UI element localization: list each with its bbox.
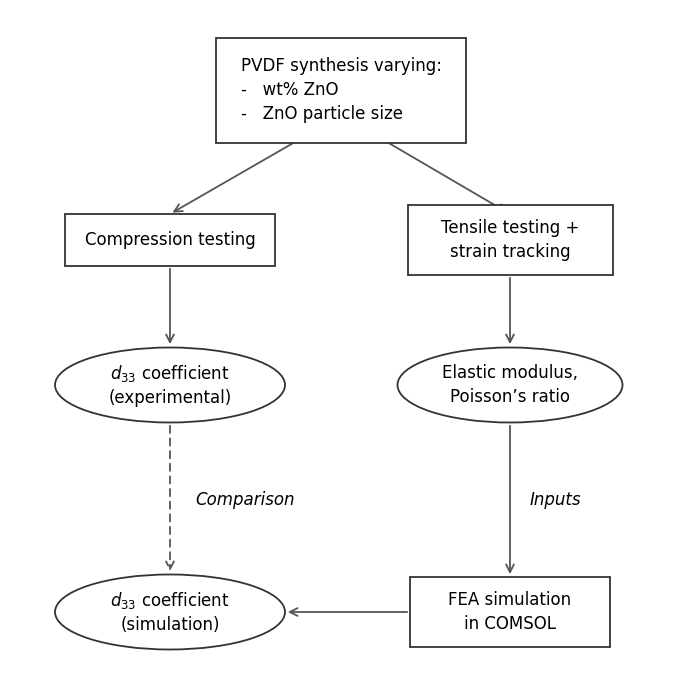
FancyBboxPatch shape — [65, 214, 275, 266]
Ellipse shape — [398, 347, 623, 423]
Text: Comparison: Comparison — [195, 491, 295, 509]
Text: $d_{33}$ coefficient
(simulation): $d_{33}$ coefficient (simulation) — [110, 589, 230, 634]
Text: FEA simulation
in COMSOL: FEA simulation in COMSOL — [449, 592, 572, 633]
FancyBboxPatch shape — [408, 205, 612, 275]
FancyBboxPatch shape — [216, 38, 466, 143]
Text: Tensile testing +
strain tracking: Tensile testing + strain tracking — [441, 219, 579, 261]
Text: Inputs: Inputs — [529, 491, 581, 509]
Text: Compression testing: Compression testing — [85, 231, 255, 249]
FancyBboxPatch shape — [410, 577, 610, 647]
Text: $d_{33}$ coefficient
(experimental): $d_{33}$ coefficient (experimental) — [108, 363, 232, 407]
Text: Elastic modulus,
Poisson’s ratio: Elastic modulus, Poisson’s ratio — [442, 364, 578, 406]
Ellipse shape — [55, 347, 285, 423]
Text: PVDF synthesis varying:
-   wt% ZnO
-   ZnO particle size: PVDF synthesis varying: - wt% ZnO - ZnO … — [241, 57, 442, 122]
Ellipse shape — [55, 575, 285, 650]
